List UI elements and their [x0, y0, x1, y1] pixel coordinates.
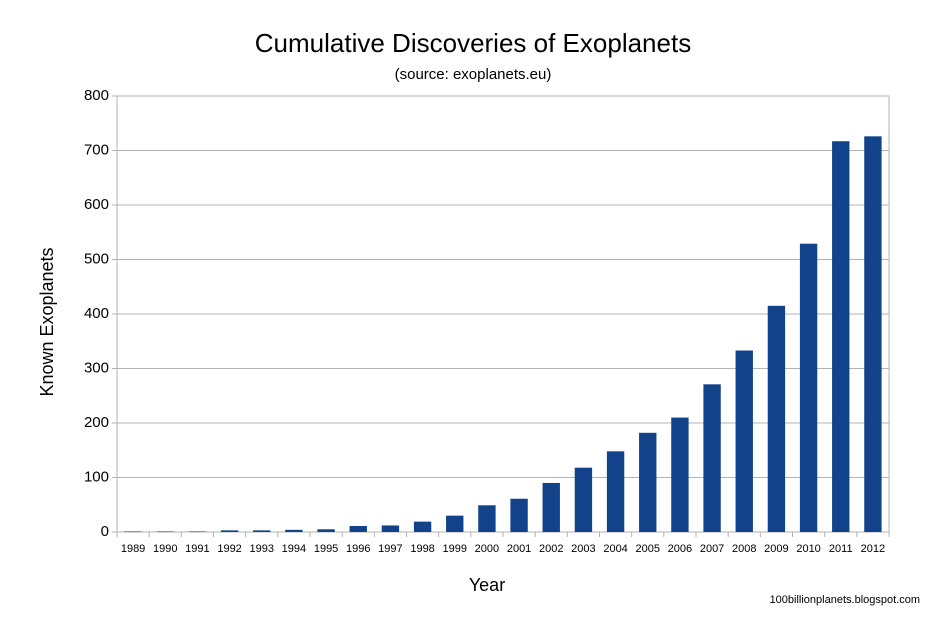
bar [832, 141, 850, 533]
y-tick-label: 200 [84, 414, 109, 431]
x-tick-label: 2008 [732, 543, 756, 555]
y-tick-label: 400 [84, 305, 109, 322]
x-tick-label: 2009 [764, 543, 788, 555]
x-tick-label: 2004 [603, 543, 627, 555]
bar [671, 417, 689, 532]
x-tick-label: 1997 [378, 543, 402, 555]
x-tick-label: 2010 [796, 543, 820, 555]
bar [381, 525, 400, 532]
x-tick-label: 1992 [217, 543, 241, 555]
bar [510, 498, 528, 532]
x-tick-label: 1999 [443, 543, 467, 555]
x-tick-label: 2011 [829, 543, 853, 555]
bar [285, 529, 303, 532]
bar [349, 526, 367, 532]
bar [124, 531, 142, 532]
y-tick-label: 300 [84, 359, 109, 376]
bar [220, 530, 239, 532]
bar [574, 467, 593, 532]
footer: 100billionplanets.blogspot.com [770, 594, 920, 606]
x-tick-label: 2012 [861, 543, 885, 555]
bar [253, 530, 271, 532]
x-tick-label: 2007 [700, 543, 724, 555]
y-tick-label: 800 [84, 87, 109, 104]
x-tick-label: 2003 [571, 543, 595, 555]
bar [864, 136, 882, 532]
x-tick-label: 1990 [153, 543, 177, 555]
x-tick-label: 2000 [475, 543, 499, 555]
y-axis-label: Known Exoplanets [37, 247, 57, 396]
bar [606, 451, 625, 532]
bar [413, 521, 432, 532]
bar [188, 531, 207, 532]
x-tick-label: 1995 [314, 543, 338, 555]
x-tick-label: 1993 [250, 543, 274, 555]
x-tick-label: 2001 [507, 543, 531, 555]
y-tick-label: 0 [101, 523, 109, 540]
bar [317, 529, 335, 532]
y-tick-label: 500 [84, 250, 109, 267]
bar [156, 531, 174, 532]
x-tick-label: 1989 [121, 543, 145, 555]
bar [542, 482, 560, 532]
x-tick-label: 1991 [185, 543, 209, 555]
bar [446, 515, 464, 532]
chart-subtitle: (source: exoplanets.eu) [395, 66, 552, 83]
x-tick-label: 2005 [636, 543, 660, 555]
chart-title: Cumulative Discoveries of Exoplanets [255, 28, 691, 58]
x-tick-label: 2006 [668, 543, 692, 555]
y-tick-label: 100 [84, 468, 109, 485]
y-tick-label: 600 [84, 196, 109, 213]
y-tick-label: 700 [84, 141, 109, 158]
x-tick-label: 1998 [410, 543, 434, 555]
bar [478, 505, 496, 532]
x-axis-label: Year [469, 575, 505, 595]
x-tick-label: 1994 [282, 543, 306, 555]
bar [767, 305, 786, 532]
bar [639, 432, 657, 532]
bar [735, 350, 753, 532]
x-tick-label: 1996 [346, 543, 370, 555]
bar [703, 384, 721, 532]
bar [799, 243, 818, 532]
x-tick-label: 2002 [539, 543, 563, 555]
